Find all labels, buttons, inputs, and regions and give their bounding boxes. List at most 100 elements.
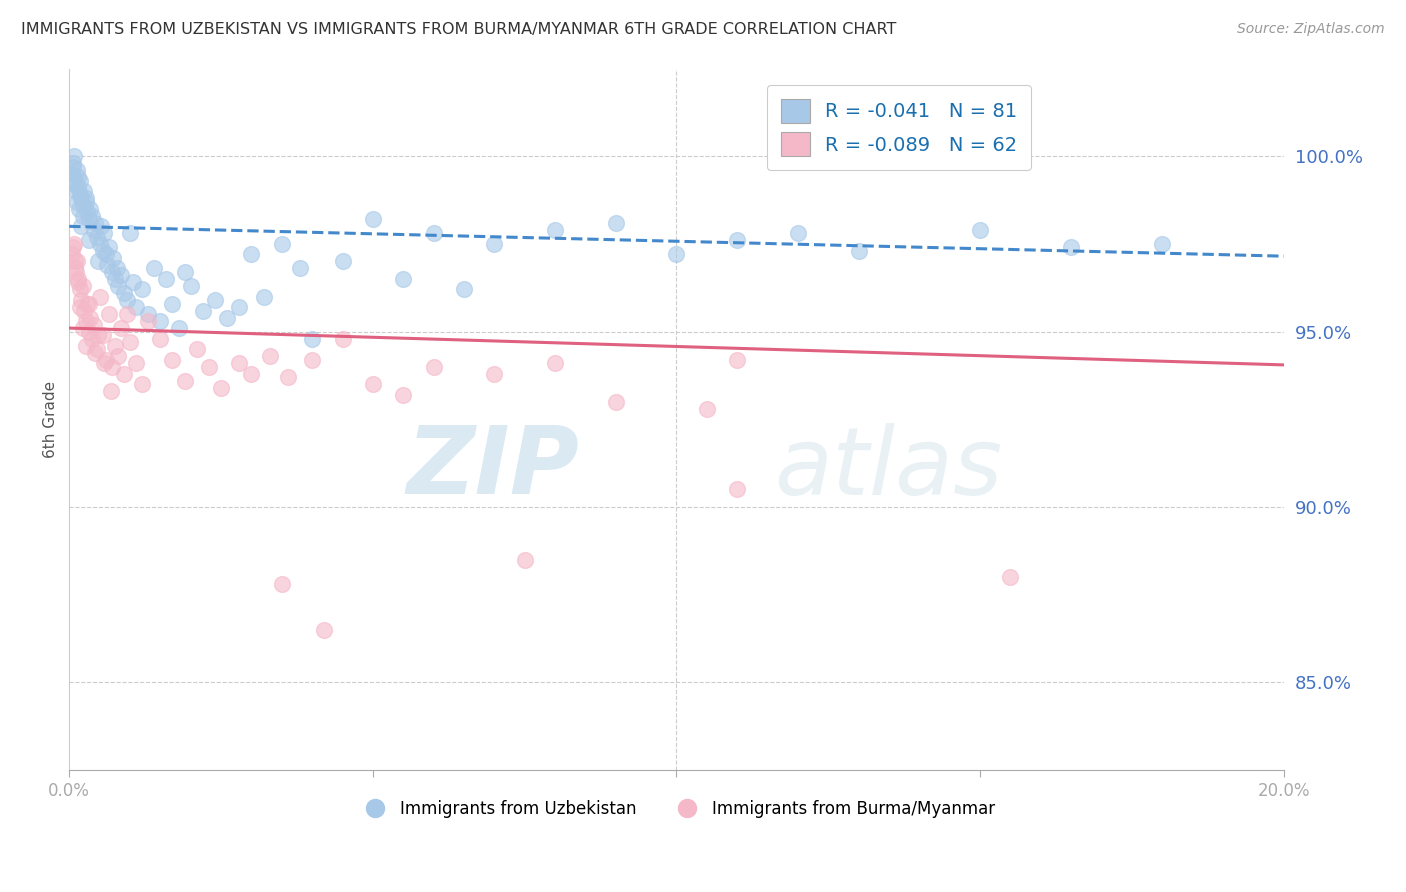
Point [100,384,122,399]
Point [60,167,83,181]
Point [665,247,688,261]
Point [66,276,89,290]
Point [65,184,87,198]
Point [70,191,93,205]
Point [173,265,195,279]
Point [75,191,97,205]
Point [75,194,97,209]
Point [191,303,214,318]
Point [63,236,86,251]
Text: atlas: atlas [773,423,1002,514]
Point [484,236,506,251]
Point [453,283,475,297]
Point [131,377,153,392]
Point [77,233,100,247]
Point [87,328,110,343]
Point [209,381,232,395]
Point [97,307,120,321]
Point [82,332,104,346]
Point [143,261,166,276]
Point [79,202,101,216]
Point [72,279,94,293]
Point [94,352,117,367]
Point [63,254,86,268]
Point [422,227,444,241]
Point [73,184,96,198]
Point [332,332,354,346]
Point [155,272,177,286]
Point [69,187,91,202]
Point [83,318,105,332]
Point [76,205,98,219]
Point [115,307,138,321]
Point [72,321,94,335]
Point [97,240,120,254]
Point [86,342,108,356]
Point [67,272,90,286]
Point [96,258,118,272]
Point [70,293,93,307]
Point [392,387,415,401]
Point [544,223,567,237]
Y-axis label: 6th Grade: 6th Grade [44,381,58,458]
Point [101,251,124,265]
Point [605,394,627,409]
Point [82,209,104,223]
Point [63,174,86,188]
Point [69,283,91,297]
Point [301,332,323,346]
Point [72,198,94,212]
Point [1060,240,1083,254]
Point [67,181,90,195]
Point [65,178,87,192]
Point [105,261,128,276]
Point [110,268,132,283]
Point [63,149,86,163]
Point [136,307,159,321]
Point [110,321,132,335]
Point [848,244,870,258]
Point [66,170,89,185]
Point [118,227,141,241]
Point [544,356,567,370]
Point [77,325,100,339]
Point [259,349,281,363]
Point [89,236,111,251]
Point [240,247,263,261]
Point [93,227,115,241]
Point [361,212,384,227]
Point [77,296,100,310]
Point [89,289,111,303]
Point [69,300,91,314]
Point [725,233,748,247]
Point [513,552,536,566]
Point [162,352,184,367]
Point [270,236,292,251]
Point [605,216,627,230]
Point [252,289,274,303]
Point [204,293,226,307]
Point [198,359,221,374]
Point [392,272,415,286]
Point [277,370,299,384]
Point [62,160,84,174]
Point [100,265,122,279]
Point [107,279,129,293]
Text: Source: ZipAtlas.com: Source: ZipAtlas.com [1237,22,1385,37]
Text: IMMIGRANTS FROM UZBEKISTAN VS IMMIGRANTS FROM BURMA/MYANMAR 6TH GRADE CORRELATIO: IMMIGRANTS FROM UZBEKISTAN VS IMMIGRANTS… [21,22,897,37]
Point [67,202,90,216]
Point [79,310,101,325]
Point [484,367,506,381]
Point [288,261,311,276]
Point [422,359,444,374]
Point [62,156,84,170]
Point [65,265,87,279]
Point [91,244,114,258]
Point [66,194,89,209]
Point [83,223,105,237]
Point [94,247,117,261]
Point [725,352,748,367]
Point [361,377,384,392]
Point [72,209,94,223]
Point [112,367,135,381]
